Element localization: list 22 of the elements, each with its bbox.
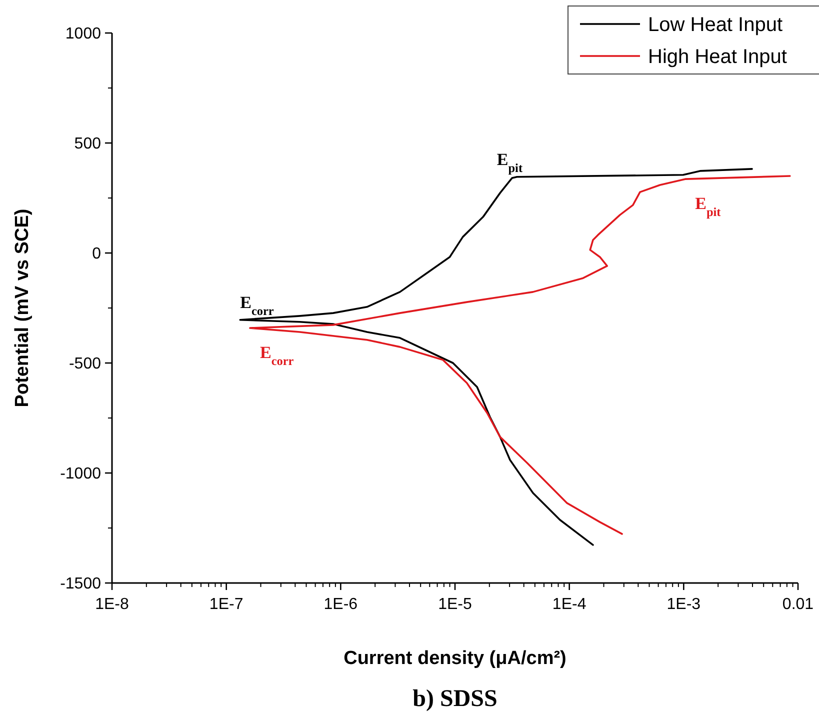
y-tick-label: -500 — [68, 356, 102, 373]
annotation: E$_{pit}$ — [496, 150, 524, 175]
x-tick-label: 1E-7 — [209, 596, 244, 613]
text: b) SDSS — [412, 686, 498, 712]
annotation: E$_{pit}$ — [695, 194, 722, 220]
x-axis-title: Current density (μA/cm²) — [344, 648, 566, 669]
annotation: E$_{corr}$ — [240, 292, 274, 318]
x-tick-label: 1E-6 — [324, 596, 358, 613]
x-tick-label: 1E-8 — [95, 596, 129, 613]
x-tick-label: 0.01 — [782, 596, 814, 613]
y-tick-label: 500 — [74, 136, 102, 153]
x-tick-label: 1E-3 — [666, 596, 701, 613]
annotation: E$_{corr}$ — [260, 343, 294, 368]
x-tick-label: 1E-4 — [552, 596, 586, 613]
y-tick-label: 0 — [92, 246, 102, 263]
y-tick-label: 1000 — [65, 26, 102, 43]
y-tick-label: -1500 — [60, 576, 102, 593]
y-tick-label: -1000 — [60, 466, 102, 483]
y-axis-title: Potential (mV vs SCE) — [12, 208, 33, 408]
x-tick-label: 1E-5 — [438, 596, 472, 613]
legend-label: High Heat Input — [648, 46, 788, 68]
legend-label: Low Heat Input — [648, 14, 783, 36]
